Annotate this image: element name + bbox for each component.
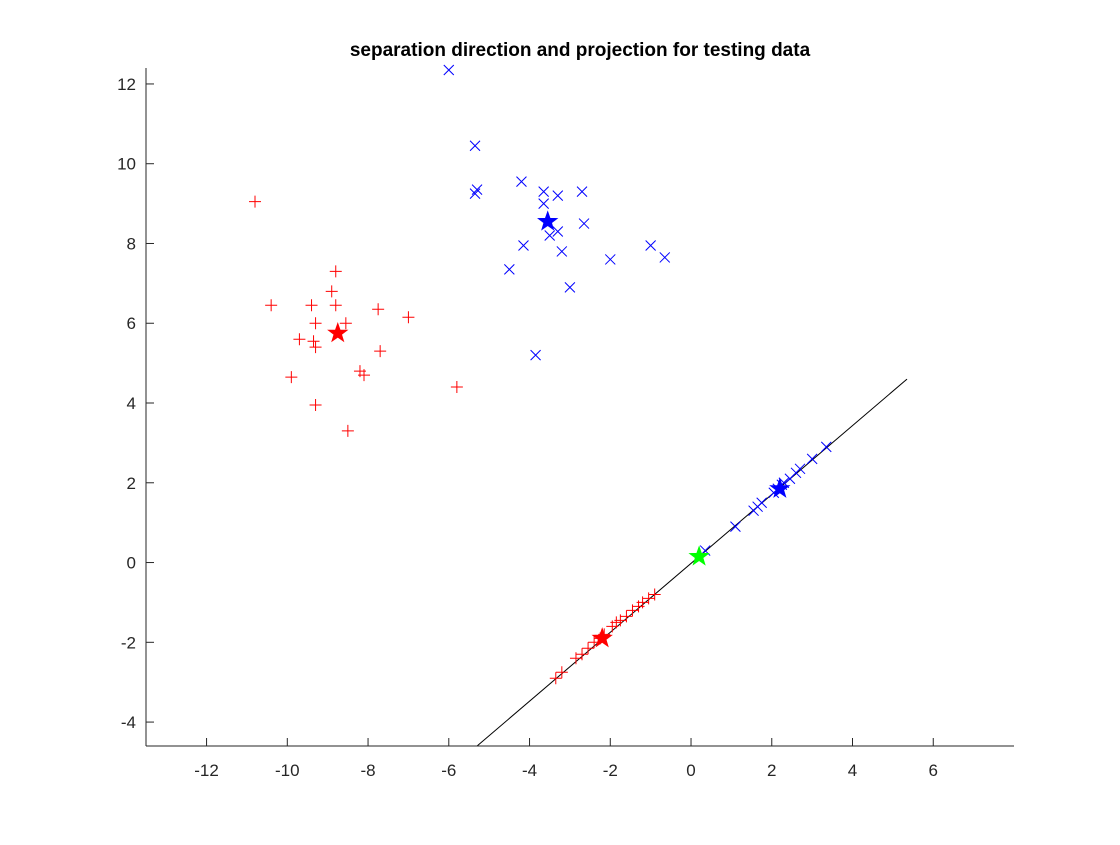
centroid-star-3 bbox=[769, 477, 791, 498]
data-point-x-s1-3 bbox=[469, 188, 481, 199]
plot-area bbox=[249, 64, 908, 747]
data-point-plus-s2-1 bbox=[555, 666, 568, 679]
data-point-x-s3-13 bbox=[820, 441, 832, 453]
x-tick-label-0: -12 bbox=[194, 761, 219, 780]
data-point-plus-s0-0 bbox=[249, 195, 262, 208]
data-point-plus-s2-16 bbox=[648, 588, 661, 601]
data-point-x-s3-11 bbox=[794, 463, 806, 475]
centroid-star-4 bbox=[688, 545, 710, 566]
data-point-x-s1-14 bbox=[503, 264, 515, 275]
data-point-x-s1-7 bbox=[552, 190, 564, 201]
data-point-plus-s0-6 bbox=[293, 333, 306, 346]
data-point-plus-s0-10 bbox=[325, 285, 338, 298]
x-tick-label-4: -4 bbox=[522, 761, 537, 780]
data-point-x-s1-8 bbox=[576, 186, 588, 197]
x-tick-label-1: -10 bbox=[275, 761, 300, 780]
data-point-plus-s0-4 bbox=[307, 335, 320, 348]
data-point-x-s1-1 bbox=[469, 140, 481, 152]
x-tick-label-3: -6 bbox=[441, 761, 456, 780]
data-point-x-s1-19 bbox=[530, 349, 541, 361]
data-point-x-s1-13 bbox=[556, 246, 568, 257]
x-tick-label-8: 4 bbox=[848, 761, 857, 780]
y-tick-label-3: 2 bbox=[127, 474, 136, 493]
data-point-plus-s0-8 bbox=[309, 399, 322, 412]
centroid-star-1 bbox=[537, 210, 559, 231]
data-point-plus-s0-17 bbox=[374, 345, 387, 358]
data-point-plus-s2-14 bbox=[636, 596, 649, 609]
data-point-plus-s0-11 bbox=[329, 299, 342, 312]
data-point-plus-s2-11 bbox=[620, 610, 633, 623]
x-tick-label-6: 0 bbox=[686, 761, 695, 780]
centroid-star-2 bbox=[591, 627, 613, 648]
data-point-plus-s2-15 bbox=[642, 592, 655, 605]
data-point-x-s1-12 bbox=[518, 240, 529, 251]
data-point-x-s1-15 bbox=[564, 281, 576, 293]
data-point-plus-s0-7 bbox=[285, 371, 298, 384]
y-tick-label-2: 0 bbox=[127, 554, 136, 573]
data-point-plus-s2-4 bbox=[582, 642, 595, 655]
data-point-x-s1-0 bbox=[443, 64, 455, 76]
data-point-x-s3-1 bbox=[730, 521, 741, 533]
data-point-plus-s0-1 bbox=[265, 299, 278, 312]
data-point-plus-s0-14 bbox=[358, 369, 371, 382]
data-point-x-s3-4 bbox=[756, 497, 768, 509]
data-point-plus-s0-18 bbox=[402, 311, 415, 324]
data-point-plus-s0-9 bbox=[329, 265, 342, 278]
data-point-x-s1-4 bbox=[516, 176, 527, 188]
y-tick-label-5: 6 bbox=[127, 314, 136, 333]
data-point-x-s1-9 bbox=[578, 218, 590, 229]
y-tick-label-4: 4 bbox=[127, 394, 136, 413]
data-point-plus-s0-5 bbox=[309, 341, 322, 354]
data-point-plus-s0-19 bbox=[450, 381, 463, 394]
y-tick-label-0: -4 bbox=[121, 713, 136, 732]
x-tick-label-5: -2 bbox=[603, 761, 618, 780]
data-point-x-s1-11 bbox=[552, 226, 564, 237]
x-tick-label-7: 2 bbox=[767, 761, 776, 780]
data-point-plus-s2-3 bbox=[576, 648, 589, 661]
y-tick-label-7: 10 bbox=[117, 155, 136, 174]
data-point-x-s3-12 bbox=[806, 453, 818, 465]
data-point-x-s1-17 bbox=[645, 240, 657, 251]
data-point-plus-s0-2 bbox=[305, 299, 318, 312]
data-point-plus-s0-3 bbox=[309, 317, 322, 330]
x-tick-label-9: 6 bbox=[929, 761, 938, 780]
y-tick-label-8: 12 bbox=[117, 75, 136, 94]
direction-line bbox=[476, 378, 908, 747]
y-tick-label-6: 8 bbox=[127, 234, 136, 253]
data-point-plus-s0-16 bbox=[372, 303, 385, 316]
data-point-x-s1-16 bbox=[604, 254, 616, 265]
data-point-plus-s2-10 bbox=[614, 614, 627, 627]
x-tick-label-2: -8 bbox=[360, 761, 375, 780]
chart-title: separation direction and projection for … bbox=[350, 40, 811, 61]
data-point-plus-s2-12 bbox=[626, 604, 639, 617]
data-point-plus-s0-12 bbox=[339, 317, 352, 330]
data-point-plus-s2-0 bbox=[549, 672, 562, 685]
data-point-plus-s0-15 bbox=[341, 424, 354, 437]
axes: -12 -10 -8 -6 -4 -2 0 2 4 6 -4 -2 0 2 4 6 8 10 12 bbox=[117, 68, 1014, 780]
data-point-x-s1-18 bbox=[659, 252, 671, 263]
data-point-x-s1-6 bbox=[538, 198, 550, 209]
data-point-x-s1-10 bbox=[544, 230, 556, 241]
data-point-plus-s2-2 bbox=[569, 652, 582, 665]
centroid-star-0 bbox=[327, 322, 349, 343]
data-point-x-s1-2 bbox=[471, 184, 483, 195]
y-tick-label-1: -2 bbox=[121, 633, 136, 652]
data-point-x-s1-5 bbox=[538, 186, 550, 197]
